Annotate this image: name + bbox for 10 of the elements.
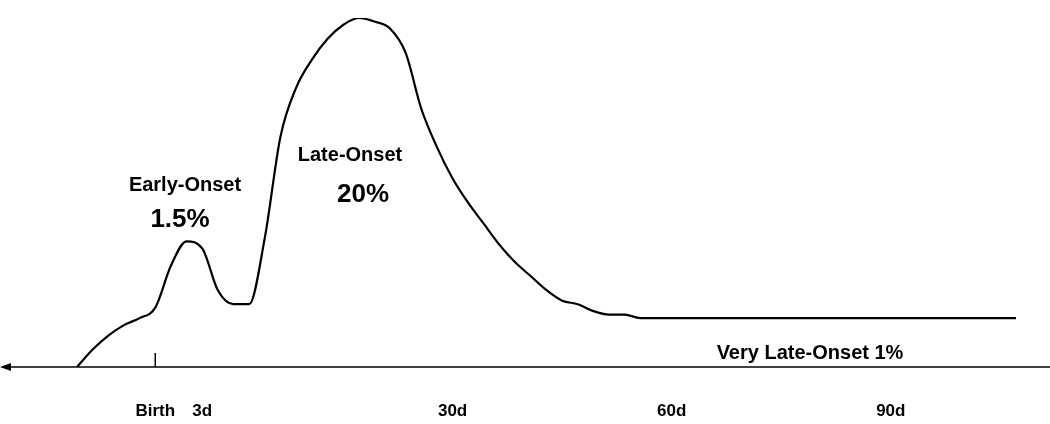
x-tick-label: 30d <box>437 400 468 420</box>
annotation: Late-Onset <box>297 142 403 165</box>
annotation: Early-Onset <box>128 172 242 195</box>
x-tick-label: 90d <box>876 400 906 420</box>
x-tick-label: 60d <box>657 400 687 420</box>
annotation: Very Late-Onset 1% <box>716 340 904 363</box>
annotation: 1.5% <box>150 203 210 234</box>
x-tick-label: 3d <box>192 400 213 420</box>
annotation: 20% <box>336 178 390 209</box>
x-tick-label: Birth <box>135 400 176 420</box>
